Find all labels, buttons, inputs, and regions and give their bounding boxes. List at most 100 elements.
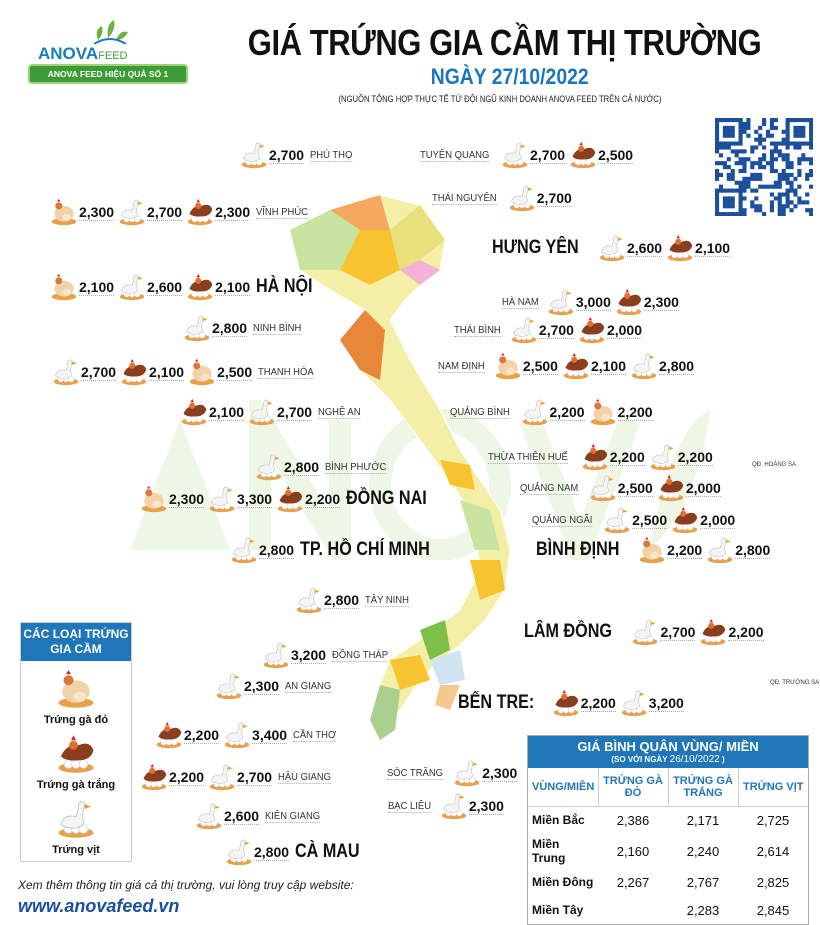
province-entry: 2,800 CÀ MAU: [225, 838, 373, 866]
egg-price: 2,000: [606, 321, 643, 339]
province-entry: QUẢNG BÌNH 2,200 2,200: [448, 398, 655, 426]
province-entry: LÂM ĐỒNG 2,700 2,200: [522, 618, 766, 646]
price-item: 2,000: [671, 506, 736, 534]
price-item: 2,500: [569, 141, 634, 169]
price-item: 2,200: [589, 398, 653, 426]
website-link[interactable]: www.anovafeed.vn: [18, 896, 180, 916]
egg-price: 2,700: [530, 146, 566, 164]
egg-price: 2,100: [149, 363, 185, 381]
anovafeed-watermark: [130, 400, 710, 560]
price-item: 2,200: [552, 689, 616, 717]
page-title: GIÁ TRỨNG GIA CẦM THỊ TRƯỜNG: [248, 22, 762, 63]
region-name: Miền Tây: [532, 903, 584, 917]
egg-price: 2,500: [617, 479, 653, 497]
price-item: 2,300: [440, 792, 504, 820]
province-name: QUẢNG NAM: [520, 481, 579, 495]
province-entry: HƯNG YÊN 2,600 2,100: [490, 234, 732, 262]
province-name: BÌNH ĐỊNH: [536, 539, 620, 560]
duck-eggs-icon: [620, 689, 648, 717]
price-item: 2,200: [649, 443, 713, 471]
duck-eggs-icon: [248, 398, 276, 426]
brown-hen-white-eggs-icon: [581, 443, 609, 471]
egg-price: 2,200: [667, 541, 703, 559]
price-item: 2,300: [453, 759, 518, 787]
price-item: 2,800: [706, 536, 771, 564]
province-entry: QUẢNG NAM 2,500 2,000: [518, 474, 723, 502]
region-name: Miền Đông: [532, 875, 594, 889]
price-item: 3,200: [262, 641, 327, 669]
price-item: 2,300: [186, 198, 251, 226]
province-name: VĨNH PHÚC: [256, 205, 309, 219]
price-item: 2,000: [578, 316, 643, 344]
egg-price: 2,100: [209, 403, 245, 421]
egg-price: 2,200: [305, 490, 341, 508]
egg-price: 2,500: [598, 146, 634, 164]
province-name: TÂY NINH: [365, 593, 409, 607]
price-item: 2,800: [225, 838, 290, 866]
province-name: QUẢNG NGÃI: [532, 513, 593, 527]
duck-eggs-icon: [295, 586, 323, 614]
region-name: Miền Trung: [532, 837, 566, 865]
egg-price: 2,500: [217, 363, 253, 381]
price-item: 2,500: [589, 474, 653, 502]
province-name: AN GIANG: [285, 679, 332, 693]
province-entry: THỪA THIÊN HUẾ 2,200 2,200: [486, 443, 715, 471]
province-name: ĐỒNG NAI: [346, 488, 427, 509]
price-item: 2,200: [521, 398, 585, 426]
province-entry: 2,600 KIÊN GIANG: [195, 802, 328, 830]
price-item: 2,100: [50, 273, 115, 301]
duck-eggs-icon: [230, 536, 258, 564]
avg-price-duck: 2,725: [756, 812, 790, 828]
province-name: KIÊN GIANG: [265, 809, 321, 823]
source-note-wrap: (NGUỒN TỔNG HỢP THỰC TẾ TỪ ĐỘI NGŨ KINH …: [240, 94, 760, 104]
brown-hen-white-eggs-icon: [56, 734, 96, 774]
egg-price: 2,100: [695, 239, 731, 257]
egg-price: 2,300: [468, 797, 504, 815]
province-name: THỪA THIÊN HUẾ: [488, 450, 568, 464]
brown-hen-white-eggs-icon: [569, 141, 597, 169]
brown-hen-white-eggs-icon: [666, 234, 694, 262]
price-item: 2,200: [140, 763, 205, 791]
price-item: 2,700: [52, 358, 117, 386]
brown-hen-white-eggs-icon: [180, 398, 208, 426]
province-name: NAM ĐỊNH: [438, 359, 485, 373]
egg-price: 2,100: [79, 278, 115, 296]
egg-price: 2,700: [147, 203, 183, 221]
egg-price: 3,000: [575, 293, 611, 311]
brown-hen-white-eggs-icon: [276, 485, 304, 513]
brown-hen-white-eggs-icon: [186, 273, 214, 301]
avg-price-white: 2,283: [686, 902, 720, 918]
egg-type-legend: CÁC LOẠI TRỨNG GIA CẦM Trứng gà đỏ Trứng…: [20, 622, 132, 862]
price-item: 2,800: [230, 536, 295, 564]
egg-price: 2,200: [617, 403, 653, 421]
egg-price: 2,500: [632, 511, 668, 529]
duck-eggs-icon: [453, 759, 481, 787]
table-header: GIÁ BÌNH QUÂN VÙNG/ MIỀN (SO VỚI NGÀY 26…: [528, 736, 808, 768]
province-entry: TUYÊN QUANG 2,700 2,500: [418, 141, 635, 169]
price-item: 2,700: [501, 141, 566, 169]
source-note: (NGUỒN TỔNG HỢP THỰC TẾ TỪ ĐỘI NGŨ KINH …: [338, 94, 662, 104]
duck-eggs-icon: [208, 763, 236, 791]
province-name: HÀ NỘI: [256, 276, 313, 297]
duck-eggs-icon: [630, 352, 658, 380]
col-header: VÙNG/MIỀN: [528, 768, 599, 807]
province-entry: 2,700 PHÚ THỌ: [240, 141, 359, 169]
duck-eggs-icon: [52, 358, 80, 386]
logo-slogan: ANOVA FEED HIỆU QUẢ SỐ 1: [28, 64, 188, 84]
price-item: 2,000: [657, 474, 721, 502]
vietnam-map: [289, 194, 511, 741]
price-item: 2,700: [510, 316, 574, 344]
price-item: 3,400: [223, 721, 288, 749]
brown-hen-white-eggs-icon: [155, 721, 183, 749]
province-entry: BẠC LIÊU 2,300: [386, 792, 506, 820]
qr-code[interactable]: [715, 118, 813, 216]
avg-price-red: 2,160: [616, 843, 650, 859]
price-item: 2,700: [631, 618, 696, 646]
price-item: 2,100: [180, 398, 245, 426]
brown-hen-white-eggs-icon: [562, 352, 590, 380]
egg-price: 2,000: [685, 479, 721, 497]
price-item: 2,800: [183, 314, 248, 342]
egg-price: 2,700: [237, 768, 273, 786]
table-compare-note: (SO VỚI NGÀY 26/10/2022 ): [611, 754, 725, 765]
egg-price: 2,800: [284, 458, 320, 476]
